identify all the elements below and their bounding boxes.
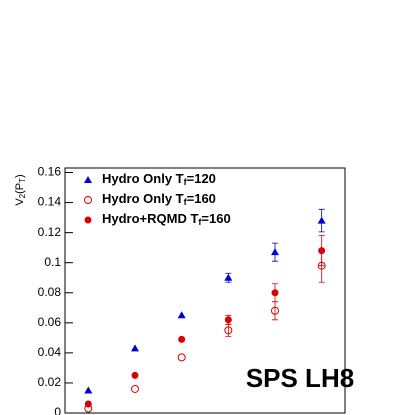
legend-label: Hydro Only Tf=120 xyxy=(102,171,216,187)
y-axis-label-part: (P xyxy=(14,183,26,194)
y-tick-label: 0.04 xyxy=(38,345,62,359)
data-point xyxy=(318,247,326,255)
y-tick-label: 0.16 xyxy=(38,165,62,179)
data-point xyxy=(84,386,93,394)
legend-label: Hydro+RQMD Tf=160 xyxy=(102,211,231,227)
data-point xyxy=(177,311,186,319)
data-point xyxy=(131,344,139,352)
data-point xyxy=(224,326,233,335)
y-tick-label: 0.1 xyxy=(44,255,61,269)
data-point xyxy=(224,316,232,324)
data-point xyxy=(317,216,326,224)
data-point xyxy=(131,371,139,379)
y-axis-label-part: ) xyxy=(14,174,26,178)
y-axis-label-part: 2 xyxy=(18,193,27,198)
y-axis-label-part: V xyxy=(14,198,26,206)
data-point xyxy=(224,273,233,281)
legend-label: Hydro Only Tf=160 xyxy=(102,191,216,207)
legend-label-part: =160 xyxy=(201,211,230,226)
legend-label-part: Hydro Only T xyxy=(102,191,184,206)
legend-marker xyxy=(84,196,92,204)
data-point xyxy=(178,335,186,343)
y-tick-label: 0.14 xyxy=(38,195,62,209)
y-tick-label: 0.08 xyxy=(38,285,62,299)
legend-label-part: f xyxy=(198,217,202,227)
legend-marker xyxy=(84,176,92,183)
data-point xyxy=(271,289,279,297)
y-tick-label: 0.06 xyxy=(38,315,62,329)
data-point xyxy=(131,384,139,393)
error-bar xyxy=(225,323,232,337)
plot-frame xyxy=(64,167,346,414)
y-tick-label: 0.02 xyxy=(38,375,62,389)
y-axis-label-part: T xyxy=(18,178,27,183)
data-point xyxy=(84,400,92,408)
y-tick-label: 0 xyxy=(54,405,61,415)
legend-marker xyxy=(84,216,92,224)
legend-label-part: Hydro Only T xyxy=(102,171,184,186)
y-axis-label: V2(PT) xyxy=(14,174,27,205)
y-tick-label: 0.12 xyxy=(38,225,62,239)
error-bar xyxy=(272,301,278,321)
legend-label-part: =120 xyxy=(187,171,216,186)
legend-label-part: Hydro+RQMD T xyxy=(102,211,198,226)
data-point xyxy=(271,248,279,256)
data-point xyxy=(271,306,279,315)
legend-label-part: f xyxy=(184,197,188,207)
data-point xyxy=(177,353,186,362)
legend-label-part: f xyxy=(184,177,188,187)
legend-label-part: =160 xyxy=(187,191,216,206)
annotation: SPS LH8 xyxy=(246,363,354,393)
